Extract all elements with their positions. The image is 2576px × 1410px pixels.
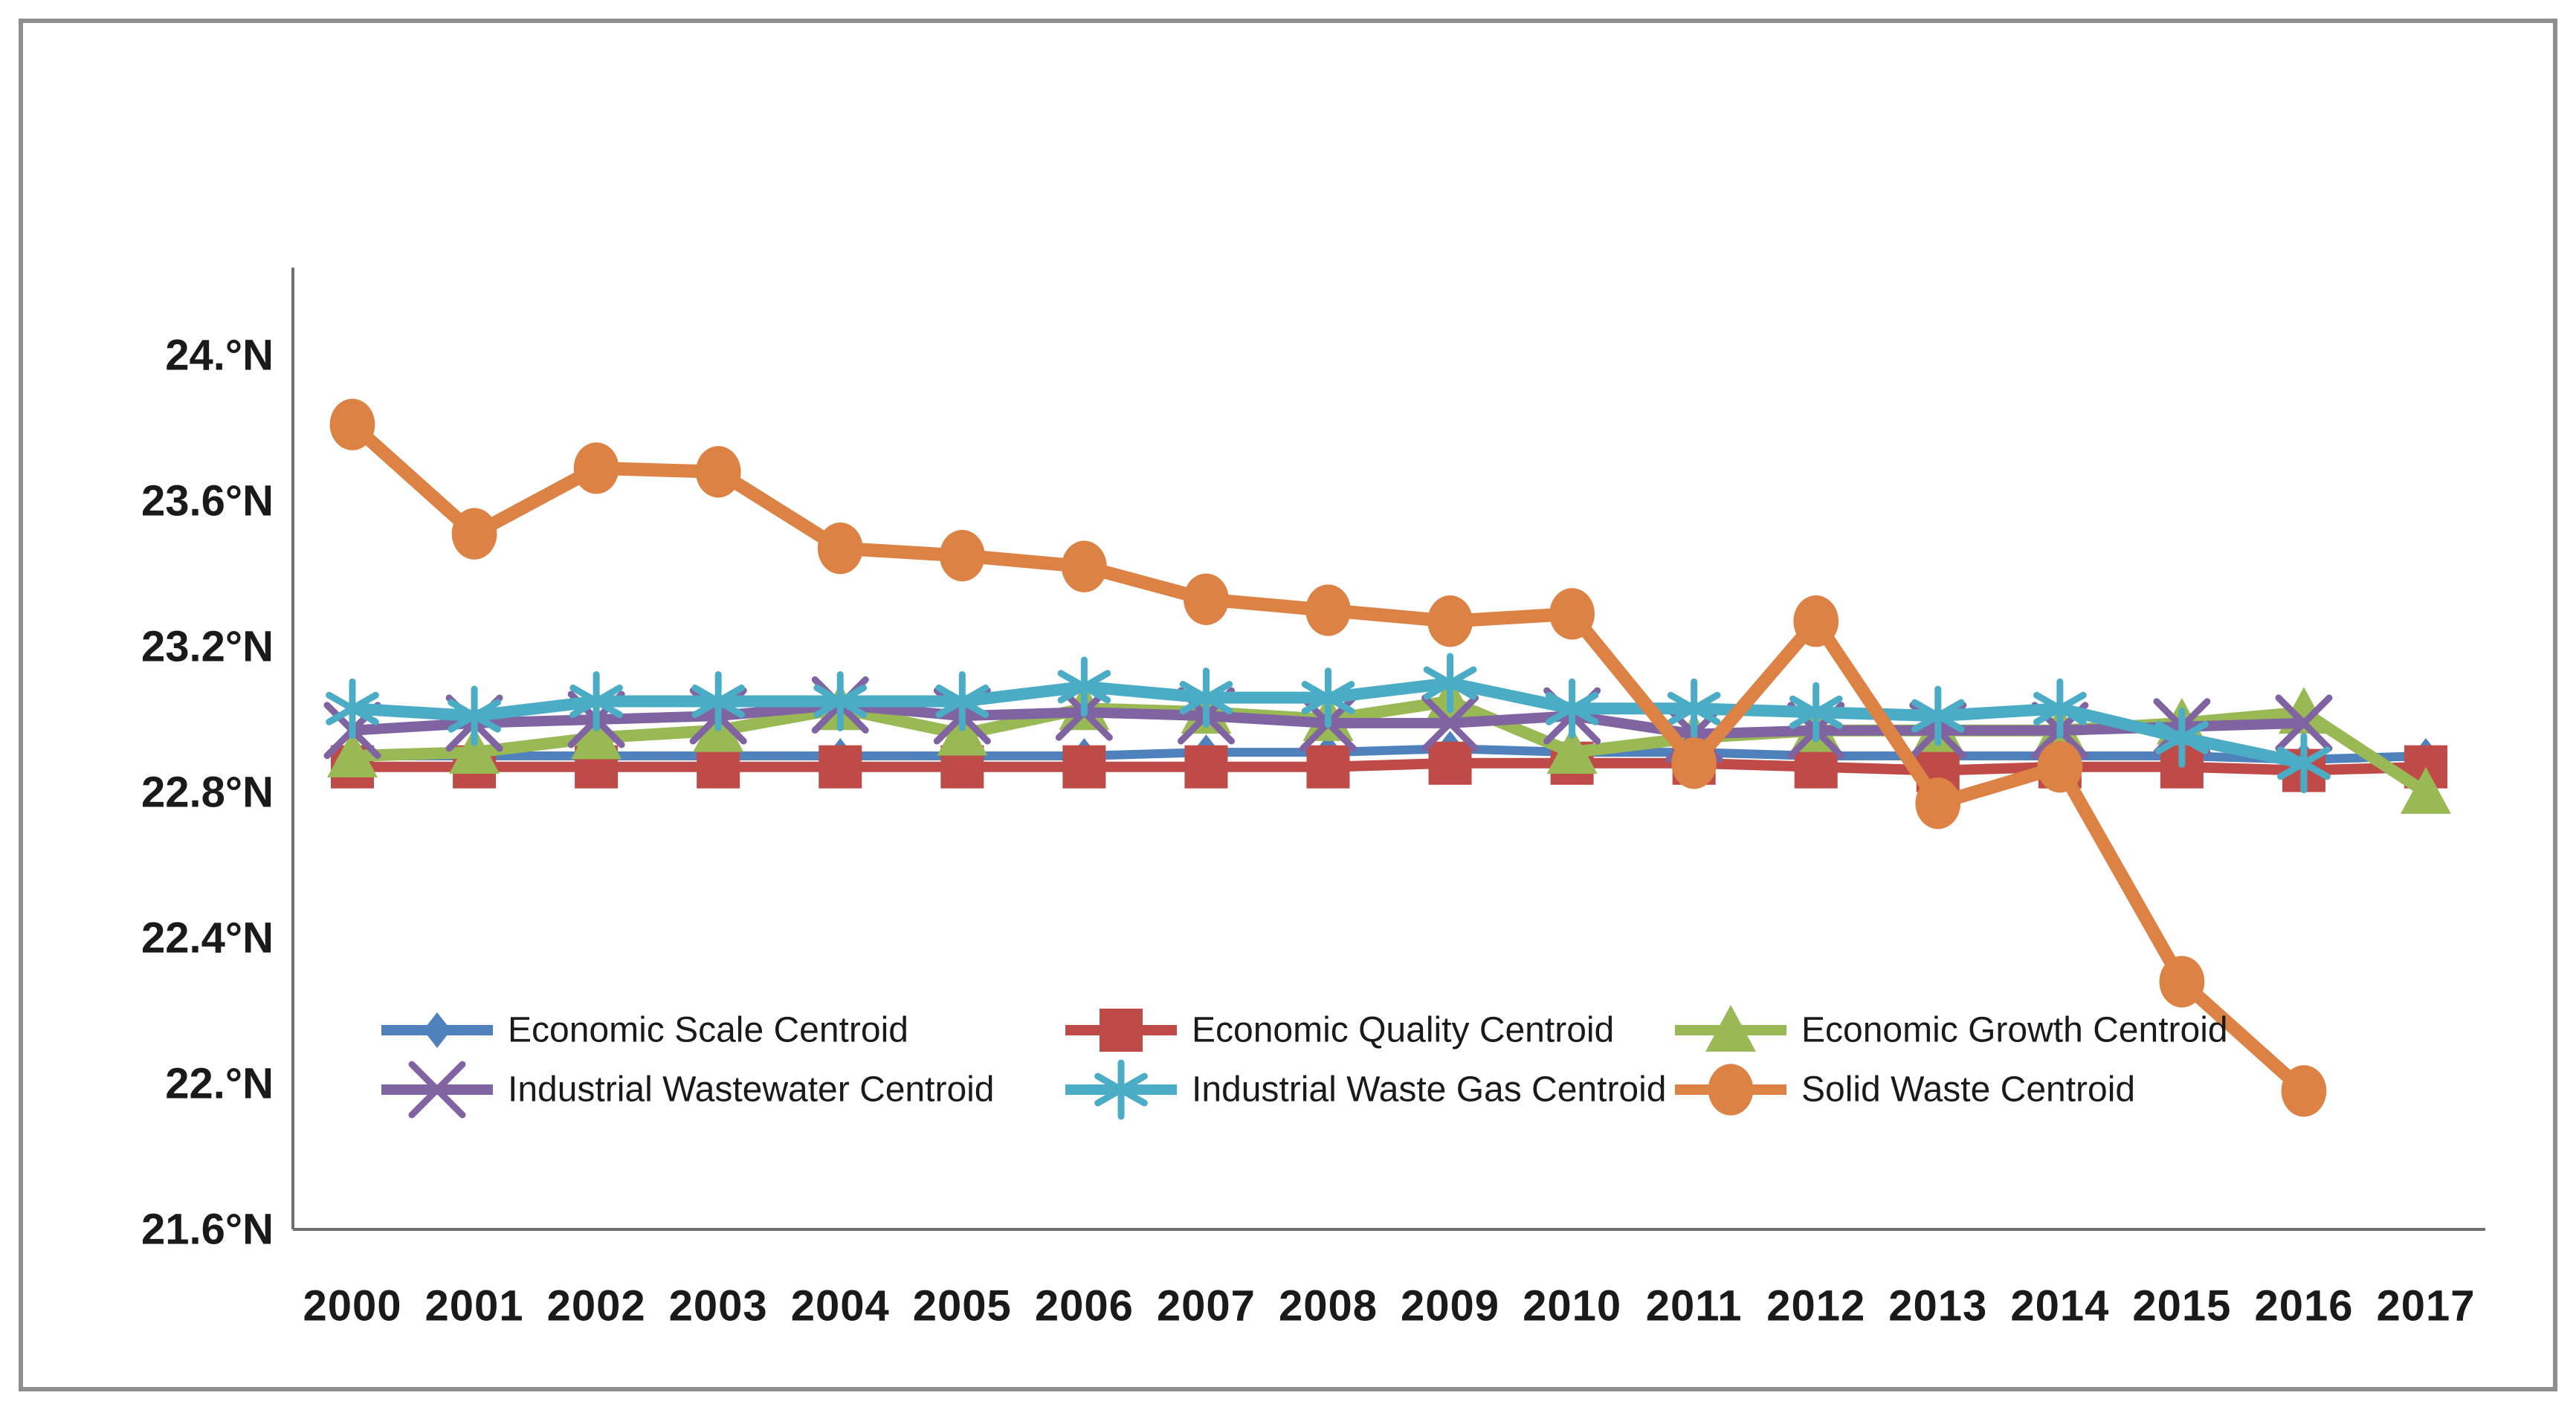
- legend-label-economic-quality-centroid: Economic Quality Centroid: [1192, 1011, 1614, 1050]
- data-point-solid-waste-centroid-2011: [1671, 737, 1717, 789]
- data-point-solid-waste-centroid-2009: [1427, 595, 1473, 647]
- data-point-economic-quality-centroid-2009: [1428, 741, 1472, 785]
- data-point-industrial-waste-gas-centroid-2007: [1179, 667, 1233, 728]
- x-tick-label: 2010: [1523, 1282, 1621, 1330]
- y-tick-label: 23.2°N: [141, 623, 274, 671]
- data-point-solid-waste-centroid-2002: [573, 442, 619, 494]
- x-tick-label: 2016: [2254, 1282, 2353, 1330]
- data-point-economic-growth-centroid-2010: [1546, 727, 1598, 774]
- legend-item-industrial-waste-gas-centroid: Industrial Waste Gas Centroid: [1065, 1059, 1666, 1120]
- data-point-industrial-waste-gas-centroid-2014: [2033, 678, 2087, 739]
- data-point-solid-waste-centroid-2007: [1184, 573, 1229, 625]
- data-point-industrial-waste-gas-centroid-2015: [2155, 708, 2209, 768]
- data-point-solid-waste-centroid-2001: [451, 508, 497, 560]
- data-point-industrial-waste-gas-centroid-2013: [1911, 685, 1965, 746]
- x-tick-label: 2000: [303, 1282, 401, 1330]
- data-point-economic-quality-centroid-2012: [1794, 745, 1838, 789]
- x-tick-label: 2014: [2010, 1282, 2109, 1330]
- x-tick-label: 2007: [1157, 1282, 1256, 1330]
- data-point-economic-quality-centroid-2003: [697, 745, 740, 789]
- legend-label-economic-growth-centroid: Economic Growth Centroid: [1801, 1011, 2228, 1050]
- data-point-industrial-waste-gas-centroid-2012: [1789, 682, 1843, 743]
- x-tick-label: 2003: [669, 1282, 768, 1330]
- y-tick-label: 23.6°N: [141, 477, 274, 525]
- data-point-industrial-wastewater-centroid-2016: [2275, 694, 2333, 752]
- legend-label-solid-waste-centroid: Solid Waste Centroid: [1801, 1070, 2135, 1110]
- x-tick-label: 2002: [547, 1282, 646, 1330]
- x-tick-label: 2004: [791, 1282, 890, 1330]
- data-point-industrial-waste-gas-centroid-2008: [1301, 667, 1355, 728]
- series-solid-waste-centroid: [329, 398, 2327, 1117]
- legend-item-economic-growth-centroid: Economic Growth Centroid: [1675, 1005, 2228, 1052]
- data-point-industrial-wastewater-centroid-2009: [1421, 694, 1479, 752]
- data-point-solid-waste-centroid-2003: [695, 446, 741, 498]
- data-point-industrial-waste-gas-centroid-2006: [1057, 656, 1111, 717]
- data-point-solid-waste-centroid-2013: [1915, 777, 1961, 829]
- x-tick-label: 2013: [1888, 1282, 1987, 1330]
- data-point-economic-growth-centroid-2000: [327, 731, 378, 777]
- data-point-industrial-waste-gas-centroid-2000: [326, 678, 379, 739]
- data-point-solid-waste-centroid-2004: [817, 523, 863, 575]
- y-tick-label: 22.°N: [165, 1060, 274, 1108]
- data-point-industrial-waste-gas-centroid-2005: [935, 671, 990, 731]
- x-tick-label: 2006: [1035, 1282, 1134, 1330]
- data-point-solid-waste-centroid-2015: [2159, 956, 2205, 1008]
- x-tick-label: 2005: [913, 1282, 1012, 1330]
- legend: Economic Scale Centroid Economic Quality …: [381, 1005, 2228, 1120]
- legend-marker-circle-icon: [1708, 1064, 1754, 1116]
- data-point-solid-waste-centroid-2006: [1062, 540, 1107, 592]
- data-point-solid-waste-centroid-2005: [939, 529, 985, 582]
- y-tick-label: 21.6°N: [141, 1206, 274, 1254]
- y-tick-label: 22.4°N: [141, 914, 274, 963]
- figure-border: [19, 19, 2557, 1391]
- data-point-solid-waste-centroid-2016: [2281, 1065, 2327, 1117]
- y-tick-label: 24.°N: [165, 332, 274, 380]
- legend-label-industrial-wastewater-centroid: Industrial Wastewater Centroid: [508, 1070, 995, 1110]
- legend-label-industrial-waste-gas-centroid: Industrial Waste Gas Centroid: [1192, 1070, 1666, 1110]
- data-point-industrial-waste-gas-centroid-2016: [2277, 733, 2331, 794]
- legend-marker-asterisk-icon: [1094, 1059, 1148, 1120]
- data-point-industrial-waste-gas-centroid-2011: [1667, 678, 1721, 739]
- data-point-economic-growth-centroid-2002: [571, 712, 622, 760]
- data-point-industrial-waste-gas-centroid-2002: [569, 671, 623, 731]
- x-tick-label: 2009: [1401, 1282, 1500, 1330]
- legend-marker-diamond-icon: [423, 1012, 451, 1048]
- data-point-economic-growth-centroid-2005: [937, 708, 988, 756]
- data-point-solid-waste-centroid-2008: [1305, 584, 1351, 636]
- x-tick-label: 2008: [1279, 1282, 1378, 1330]
- series-industrial-waste-gas-centroid: [326, 653, 2331, 794]
- data-point-industrial-waste-gas-centroid-2004: [813, 671, 868, 731]
- x-tick-label: 2001: [425, 1282, 524, 1330]
- legend-marker-triangle-icon: [1705, 1005, 1756, 1052]
- legend-item-economic-quality-centroid: Economic Quality Centroid: [1065, 1009, 1614, 1052]
- data-point-economic-quality-centroid-2006: [1062, 745, 1106, 789]
- legend-marker-x-icon: [408, 1061, 466, 1119]
- legend-item-industrial-wastewater-centroid: Industrial Wastewater Centroid: [381, 1061, 995, 1119]
- legend-item-economic-scale-centroid: Economic Scale Centroid: [381, 1011, 908, 1050]
- data-point-solid-waste-centroid-2010: [1549, 588, 1595, 640]
- data-point-solid-waste-centroid-2000: [329, 398, 375, 450]
- data-point-economic-quality-centroid-2004: [819, 745, 862, 789]
- data-point-economic-quality-centroid-2008: [1306, 745, 1350, 789]
- x-tick-label: 2015: [2132, 1282, 2231, 1330]
- data-point-industrial-waste-gas-centroid-2010: [1545, 678, 1599, 739]
- x-tick-label: 2017: [2377, 1282, 2476, 1330]
- legend-marker-square-icon: [1100, 1009, 1143, 1052]
- data-point-economic-growth-centroid-2001: [449, 727, 500, 774]
- x-tick-label: 2011: [1646, 1282, 1743, 1330]
- y-tick-label: 22.8°N: [141, 769, 274, 817]
- data-point-industrial-waste-gas-centroid-2001: [448, 685, 501, 746]
- data-point-solid-waste-centroid-2014: [2037, 741, 2083, 793]
- data-point-industrial-waste-gas-centroid-2003: [691, 671, 745, 731]
- data-point-solid-waste-centroid-2012: [1793, 595, 1839, 647]
- data-point-economic-growth-centroid-2017: [2401, 767, 2452, 814]
- legend-item-solid-waste-centroid: Solid Waste Centroid: [1675, 1064, 2135, 1116]
- x-tick-label: 2012: [1766, 1282, 1865, 1330]
- legend-label-economic-scale-centroid: Economic Scale Centroid: [508, 1011, 908, 1050]
- data-point-economic-quality-centroid-2007: [1184, 745, 1228, 789]
- data-point-industrial-waste-gas-centroid-2009: [1423, 653, 1477, 714]
